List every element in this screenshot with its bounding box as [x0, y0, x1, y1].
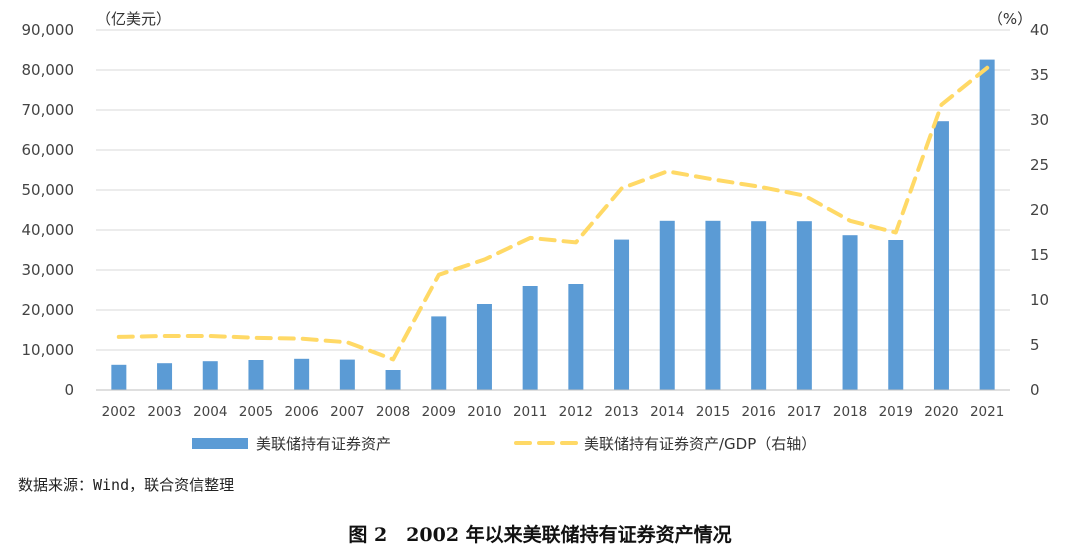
x-tick-label: 2006: [284, 404, 318, 420]
bar: [522, 286, 538, 390]
x-tick-label: 2012: [559, 404, 593, 420]
bar: [705, 220, 721, 390]
x-tick-label: 2009: [422, 404, 456, 420]
left-tick-label: 50,000: [22, 181, 75, 199]
legend: 美联储持有证券资产 美联储持有证券资产/GDP（右轴）: [192, 435, 816, 453]
x-tick-label: 2008: [376, 404, 410, 420]
x-tick-label: 2013: [604, 404, 638, 420]
x-tick-label: 2005: [239, 404, 273, 420]
left-tick-label: 90,000: [22, 21, 75, 39]
left-tick-label: 60,000: [22, 141, 75, 159]
right-tick-label: 40: [1030, 21, 1049, 39]
legend-line-label: 美联储持有证券资产/GDP（右轴）: [584, 435, 816, 453]
right-axis-unit: （%）: [988, 10, 1032, 28]
bar: [157, 363, 173, 390]
x-tick-label: 2019: [879, 404, 913, 420]
x-tick-label: 2018: [833, 404, 867, 420]
chart: 0 10,000 20,000 30,000 40,000 50,000 60,000 70,…: [22, 10, 1050, 453]
right-tick-label: 5: [1030, 336, 1040, 354]
left-axis-ticks: 0 10,000 20,000 30,000 40,000 50,000 60,000 70,…: [22, 21, 75, 399]
bar: [111, 364, 127, 390]
right-tick-label: 20: [1030, 201, 1049, 219]
x-tick-label: 2015: [696, 404, 730, 420]
right-tick-label: 15: [1030, 246, 1049, 264]
figure-caption: 图 2 2002 年以来美联储持有证券资产情况: [348, 524, 732, 546]
left-tick-label: 10,000: [22, 341, 75, 359]
bar: [751, 221, 767, 390]
gridlines: [96, 29, 1010, 351]
right-tick-label: 10: [1030, 291, 1049, 309]
right-tick-label: 25: [1030, 156, 1049, 174]
left-axis-unit: （亿美元）: [96, 10, 171, 28]
x-tick-label: 2007: [330, 404, 364, 420]
bar: [568, 284, 584, 390]
x-tick-label: 2020: [924, 404, 958, 420]
right-tick-label: 0: [1030, 381, 1040, 399]
right-tick-label: 30: [1030, 111, 1049, 129]
source-note: 数据来源：Wind，联合资信整理: [18, 476, 235, 494]
legend-bar-label: 美联储持有证券资产: [256, 435, 391, 453]
bar: [888, 240, 904, 390]
left-tick-label: 30,000: [22, 261, 75, 279]
bar: [842, 235, 858, 390]
bar: [614, 239, 630, 390]
bar: [385, 370, 401, 390]
left-tick-label: 70,000: [22, 101, 75, 119]
x-tick-label: 2010: [467, 404, 501, 420]
bar: [431, 316, 447, 390]
bar: [476, 304, 492, 390]
x-tick-label: 2021: [970, 404, 1004, 420]
bar: [339, 359, 355, 390]
left-tick-label: 0: [64, 381, 74, 399]
left-tick-label: 80,000: [22, 61, 75, 79]
bar-series: [111, 59, 995, 390]
x-tick-label: 2003: [147, 404, 181, 420]
x-tick-label: 2017: [787, 404, 821, 420]
legend-bar-swatch: [192, 438, 248, 449]
x-axis-ticks: 2002 2003 2004 2005 2006 2007 2008 2009 2010 2011…: [102, 404, 1005, 420]
bar: [248, 360, 264, 390]
x-tick-label: 2014: [650, 404, 684, 420]
right-tick-label: 35: [1030, 66, 1049, 84]
left-tick-label: 40,000: [22, 221, 75, 239]
x-tick-label: 2002: [102, 404, 136, 420]
x-tick-label: 2011: [513, 404, 547, 420]
x-tick-label: 2004: [193, 404, 227, 420]
bar: [796, 221, 812, 390]
bar: [659, 220, 675, 390]
bar: [933, 121, 949, 390]
bar: [979, 59, 995, 390]
left-tick-label: 20,000: [22, 301, 75, 319]
right-axis-ticks: 0 5 10 15 20 25 30 35 40: [1030, 21, 1049, 399]
gdp-ratio-line: [116, 65, 990, 362]
bar: [202, 361, 218, 390]
bar: [294, 358, 310, 390]
x-tick-label: 2016: [741, 404, 775, 420]
